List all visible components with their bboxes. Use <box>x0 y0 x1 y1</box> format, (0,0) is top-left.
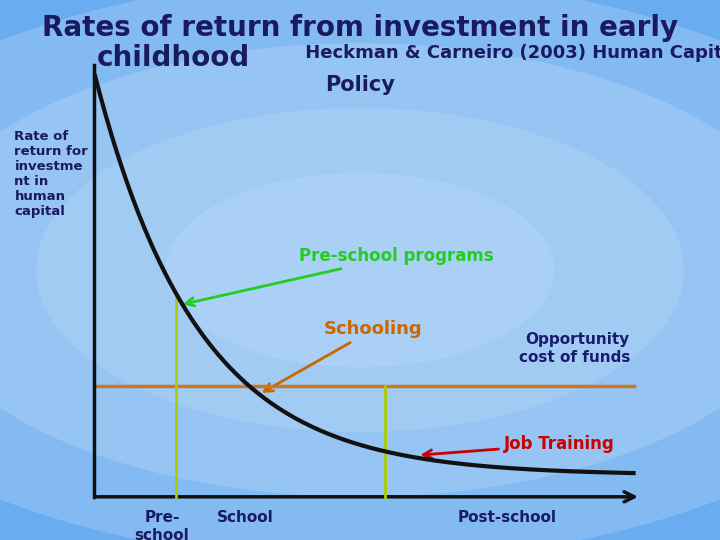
Text: School: School <box>217 510 273 525</box>
Text: Rate of
return for
investme
nt in
human
capital: Rate of return for investme nt in human … <box>14 130 88 218</box>
Text: Pre-
school: Pre- school <box>135 510 189 540</box>
Text: Schooling: Schooling <box>264 320 423 392</box>
Text: Post-school: Post-school <box>458 510 557 525</box>
Ellipse shape <box>36 108 684 432</box>
Text: Opportunity
cost of funds: Opportunity cost of funds <box>518 332 630 365</box>
Text: Policy: Policy <box>325 75 395 94</box>
Text: Heckman & Carneiro (2003) Human Capital: Heckman & Carneiro (2003) Human Capital <box>299 44 720 62</box>
Text: Pre-school programs: Pre-school programs <box>186 247 493 306</box>
Ellipse shape <box>166 173 554 367</box>
Text: Job Training: Job Training <box>423 435 615 458</box>
Text: childhood: childhood <box>97 44 251 72</box>
Ellipse shape <box>0 43 720 497</box>
Text: Rates of return from investment in early: Rates of return from investment in early <box>42 14 678 42</box>
